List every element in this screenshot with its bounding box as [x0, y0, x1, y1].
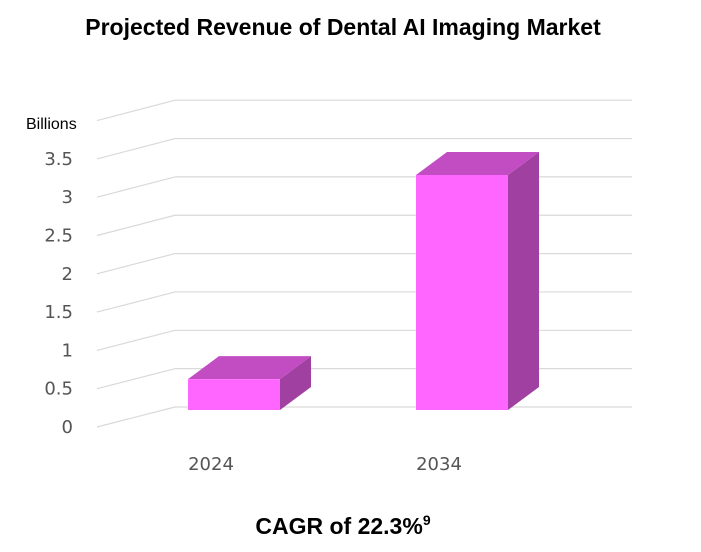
chart-title: Projected Revenue of Dental AI Imaging M… [85, 14, 601, 40]
gridline-diagonal [96, 137, 176, 160]
cagr-text: CAGR of 22.3% [255, 513, 423, 539]
bar-front-face [188, 379, 280, 410]
footnote-reference: 9 [422, 512, 431, 528]
y-tick-label: 2 [62, 264, 73, 285]
y-axis-unit-label: Billions [26, 116, 77, 133]
bar-2024 [188, 356, 311, 410]
gridline-diagonal [96, 291, 176, 313]
bar-side-face [280, 356, 311, 410]
bar-side-face [508, 152, 539, 410]
gridline-diagonal [96, 253, 176, 275]
y-tick-label: 2.5 [44, 226, 73, 247]
gridlines [96, 99, 632, 428]
y-axis-ticks: 0 0.5 1 1.5 2 2.5 3 3.5 [44, 149, 73, 438]
gridline-diagonal [96, 176, 176, 198]
bar-top-face [416, 152, 539, 175]
gridline-diagonal [96, 406, 176, 428]
x-tick-label: 2024 [188, 454, 234, 475]
gridline-diagonal [96, 214, 176, 237]
bar-2034 [416, 152, 539, 410]
y-tick-label: 1.5 [44, 302, 73, 323]
y-tick-label: 0 [62, 417, 73, 438]
gridline-diagonal [96, 329, 176, 351]
y-tick-label: 3 [62, 187, 73, 208]
bar-front-face [416, 175, 508, 410]
gridline-diagonal [96, 368, 176, 390]
y-tick-label: 0.5 [44, 379, 73, 400]
x-tick-label: 2034 [416, 454, 462, 475]
bar-top-face [188, 356, 311, 380]
x-axis-ticks: 2024 2034 [188, 454, 462, 475]
y-tick-label: 3.5 [44, 149, 73, 170]
y-tick-label: 1 [62, 340, 73, 361]
cagr-footnote: CAGR of 22.3%9 [0, 512, 686, 540]
bars [188, 152, 539, 410]
gridline-diagonal [96, 99, 176, 122]
